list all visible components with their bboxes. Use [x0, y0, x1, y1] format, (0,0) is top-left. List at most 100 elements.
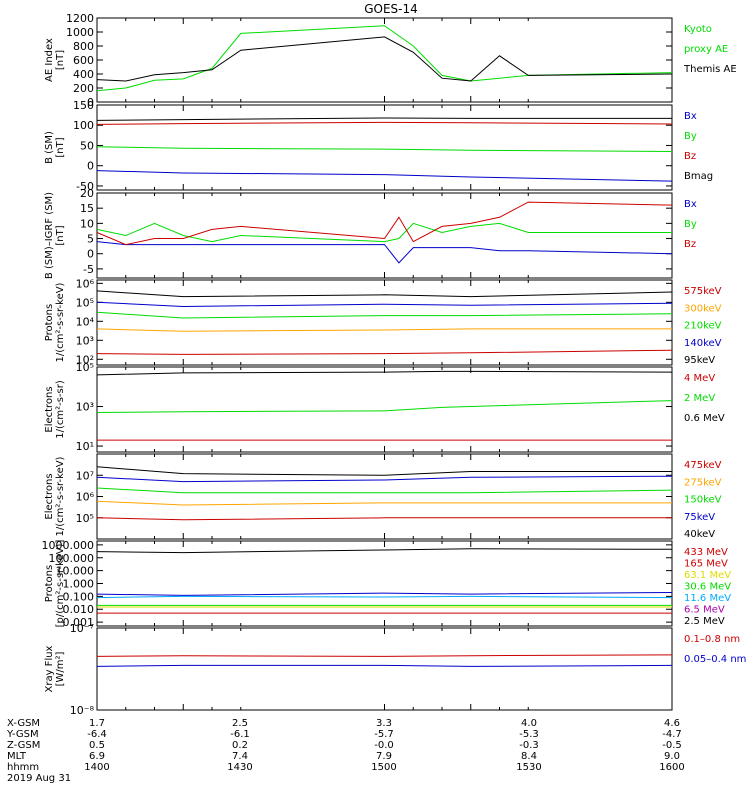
- y-axis-label: 1/(cm²-s-sr-keV): [55, 282, 66, 362]
- ephemeris-value: 1600: [659, 762, 684, 773]
- legend-label: Bx: [684, 111, 697, 122]
- ephemeris-value: 1430: [227, 762, 252, 773]
- legend-label: 0.6 MeV: [684, 413, 725, 424]
- y-tick-label: 200: [73, 82, 94, 95]
- y-tick-label: 10⁶: [76, 491, 95, 504]
- series-line-150kev: [96, 487, 673, 494]
- ephemeris-row-label: MLT: [7, 751, 27, 762]
- y-axis-label: Protons: [44, 565, 55, 602]
- ephemeris-value: -6.4: [87, 729, 107, 740]
- y-tick-label: 10⁵: [76, 512, 94, 525]
- legend-label: Bz: [684, 151, 696, 162]
- legend-label: 2.5 MeV: [684, 616, 725, 627]
- y-tick-label: 400: [73, 68, 94, 81]
- y-tick-label: 10⁻⁷: [70, 622, 94, 635]
- panel-frame: [96, 279, 673, 366]
- legend-label: 575keV: [684, 286, 722, 297]
- ephemeris-value: 4.6: [664, 718, 680, 729]
- y-tick-label: 10⁴: [76, 315, 95, 328]
- series-line-by: [96, 222, 672, 243]
- panel-protons_kev: 10² 10³ 10⁴ 10⁵ 10⁶ Protons 1/(cm²-s-sr-keV) 57…: [44, 277, 722, 366]
- y-axis-label: Protons: [44, 304, 55, 341]
- ephemeris-row-label: Z-GSM: [7, 740, 40, 751]
- legend-label: Themis AE: [683, 64, 737, 75]
- series-line-475kev: [96, 517, 672, 521]
- series-line-300kev: [96, 301, 673, 308]
- ephemeris-value: -4.7: [662, 729, 682, 740]
- series-line-433-mev: [96, 548, 673, 554]
- ephemeris-value: 6.9: [89, 751, 105, 762]
- legend-label: 0.1–0.8 nm: [684, 634, 740, 645]
- series-line-0-6-mev: [96, 370, 673, 376]
- legend-label: 475keV: [684, 460, 722, 471]
- y-tick-label: -50: [76, 180, 94, 193]
- y-tick-label: 10²: [76, 353, 94, 366]
- y-tick-label: 10⁶: [76, 277, 95, 290]
- panel-bsm: -50 0 50 100 150 B (SM) [nT] Bx By Bz Bmag: [44, 99, 713, 193]
- ephemeris-value: -5.7: [374, 729, 394, 740]
- legend-label: 2 MeV: [684, 393, 715, 404]
- panel-frame: [96, 17, 673, 103]
- ephemeris-value: 8.4: [521, 751, 537, 762]
- series-line-bz: [96, 201, 673, 246]
- panel-bdiff: -5 0 5 10 15 20 B (SM)–IGRF (SM) [nT] Bx By Bz: [44, 187, 697, 279]
- series-line-275kev: [96, 500, 672, 506]
- series-line-140kev: [96, 328, 672, 332]
- y-axis-label: B (SM)–IGRF (SM): [44, 192, 55, 279]
- y-tick-label: 0: [87, 160, 94, 173]
- y-tick-label: 10⁷: [76, 469, 94, 482]
- panel-electrons_mev: 10¹ 10³ 10⁵ Electrons 1/(cm²-s-sr) 4 MeV 2 MeV…: [44, 361, 725, 453]
- y-axis-label: [nT]: [55, 50, 66, 70]
- y-tick-label: 100: [73, 119, 94, 132]
- series-line-kyoto-proxy-ae: [96, 25, 673, 92]
- legend-label: 275keV: [684, 477, 722, 488]
- y-axis-label: 1/(cm²-s-sr): [55, 380, 66, 439]
- ephemeris-value: 7.9: [376, 751, 392, 762]
- ephemeris-value: -6.1: [230, 729, 250, 740]
- ephemeris-value: 1530: [516, 762, 541, 773]
- legend-label: 0.05–0.4 nm: [684, 654, 746, 665]
- series-line-2-mev: [96, 400, 673, 413]
- legend-label: 433 MeV: [684, 547, 728, 558]
- legend-label: 210keV: [684, 321, 722, 332]
- legend-label: proxy AE: [684, 44, 728, 55]
- ephemeris-date: 2019 Aug 31: [7, 773, 71, 784]
- legend-label: 6.5 MeV: [684, 605, 725, 616]
- y-axis-label: 1/(cm²-s-sr-keV): [55, 456, 66, 536]
- legend-label: 165 MeV: [684, 559, 728, 570]
- y-tick-label: 15: [80, 202, 94, 215]
- panel-frame: [96, 366, 673, 453]
- legend-label: 11.6 MeV: [684, 593, 731, 604]
- legend-label: 4 MeV: [684, 373, 715, 384]
- y-tick-label: 800: [73, 40, 94, 53]
- ephemeris-value: 3.3: [376, 718, 392, 729]
- ephemeris-value: -0.3: [519, 740, 539, 751]
- panel-frame: [96, 627, 673, 711]
- y-tick-label: 10³: [76, 401, 94, 414]
- ephemeris-value: 1.7: [89, 718, 105, 729]
- y-tick-label: 1200: [66, 12, 94, 25]
- y-tick-label: 600: [73, 54, 94, 67]
- ephemeris-value: 1500: [371, 762, 396, 773]
- series-line-30-6-mev: [96, 595, 673, 599]
- y-tick-label: 10¹: [76, 440, 94, 453]
- ephemeris-value: -0.5: [662, 740, 682, 751]
- y-tick-label: 0: [87, 96, 94, 109]
- legend-label: Bmag: [684, 171, 713, 182]
- panel-protons_mev: 0.0010.0100.1001.00010.000100.0001000.00…: [42, 539, 732, 629]
- series-line-0-05-0-4-nm: [96, 664, 673, 667]
- y-tick-label: 10: [80, 217, 94, 230]
- series-line-by: [96, 146, 673, 152]
- ephemeris-value: -0.0: [374, 740, 394, 751]
- y-tick-label: 1000: [66, 26, 94, 39]
- legend-label: 75keV: [684, 512, 715, 523]
- legend-label: 150keV: [684, 495, 722, 506]
- series-line-75kev: [96, 475, 673, 483]
- ephemeris-value: 7.4: [232, 751, 248, 762]
- legend-label: 300keV: [684, 303, 722, 314]
- ephemeris-row-label: Y-GSM: [6, 729, 39, 740]
- y-tick-label: 100.000: [49, 552, 95, 565]
- ephemeris-row-label: hhmm: [7, 762, 39, 773]
